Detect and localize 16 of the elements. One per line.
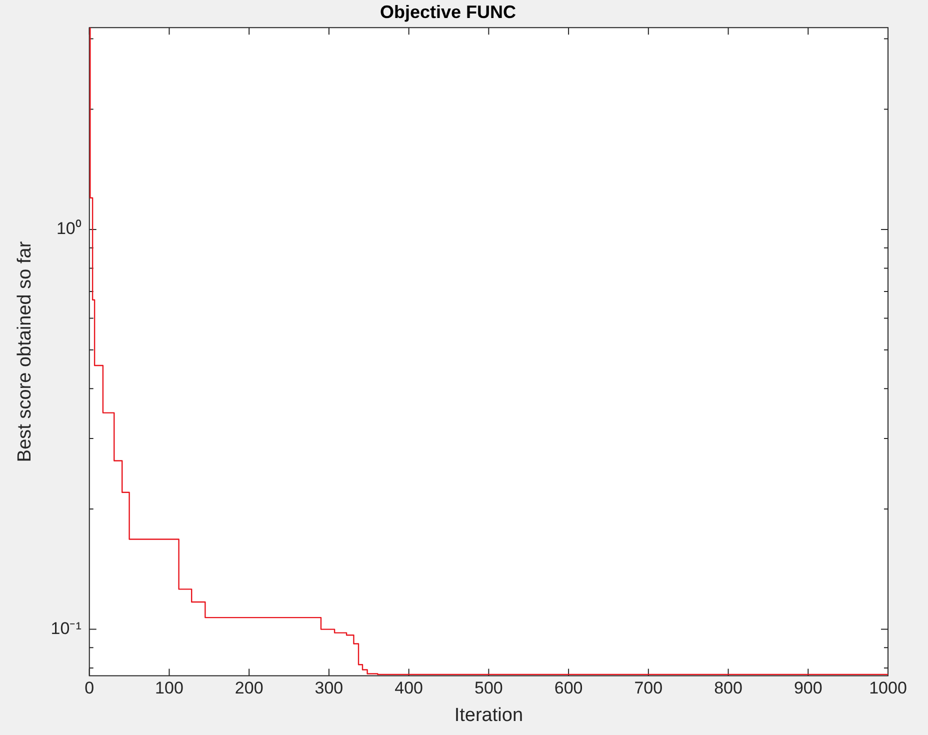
x-tick-label: 400 <box>394 678 424 698</box>
x-tick-label: 300 <box>314 678 344 698</box>
x-tick-label: 100 <box>155 678 184 698</box>
chart-title: Objective FUNC <box>380 2 516 22</box>
y-axis-title: Best score obtained so far <box>14 240 36 462</box>
x-tick-label: 1000 <box>869 678 907 698</box>
x-tick-label: 700 <box>634 678 663 698</box>
y-tick-label: 10⁰ <box>56 219 82 238</box>
x-tick-label: 500 <box>474 678 503 698</box>
y-tick-label: 10⁻¹ <box>50 618 82 638</box>
x-axis-title: Iteration <box>454 704 524 726</box>
x-tick-label: 0 <box>84 678 94 698</box>
x-tick-label: 900 <box>794 678 822 698</box>
x-tick-label: 600 <box>554 678 583 698</box>
x-tick-label: 800 <box>714 678 742 698</box>
x-tick-label: 200 <box>234 678 264 698</box>
